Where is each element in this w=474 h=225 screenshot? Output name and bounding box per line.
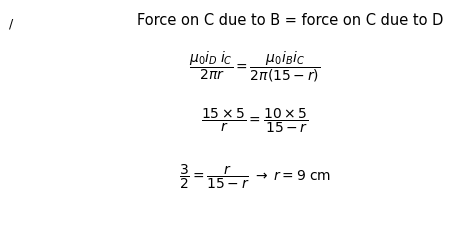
Text: $\dfrac{15\times5}{r} = \dfrac{10\times5}{15-r}$: $\dfrac{15\times5}{r} = \dfrac{10\times5…	[201, 107, 309, 135]
Text: $\dfrac{3}{2} = \dfrac{r}{15-r} \;\rightarrow\; r = 9 \text{ cm}$: $\dfrac{3}{2} = \dfrac{r}{15-r} \;\right…	[179, 163, 331, 191]
Text: $\mathit{/}$: $\mathit{/}$	[8, 17, 14, 31]
Text: Force on C due to B = force on C due to D: Force on C due to B = force on C due to …	[137, 13, 443, 28]
Text: $\dfrac{\mu_0 i_D \; i_C}{2\pi r} = \dfrac{\mu_0 i_B i_C}{2\pi(15-r)}$: $\dfrac{\mu_0 i_D \; i_C}{2\pi r} = \dfr…	[189, 50, 320, 84]
